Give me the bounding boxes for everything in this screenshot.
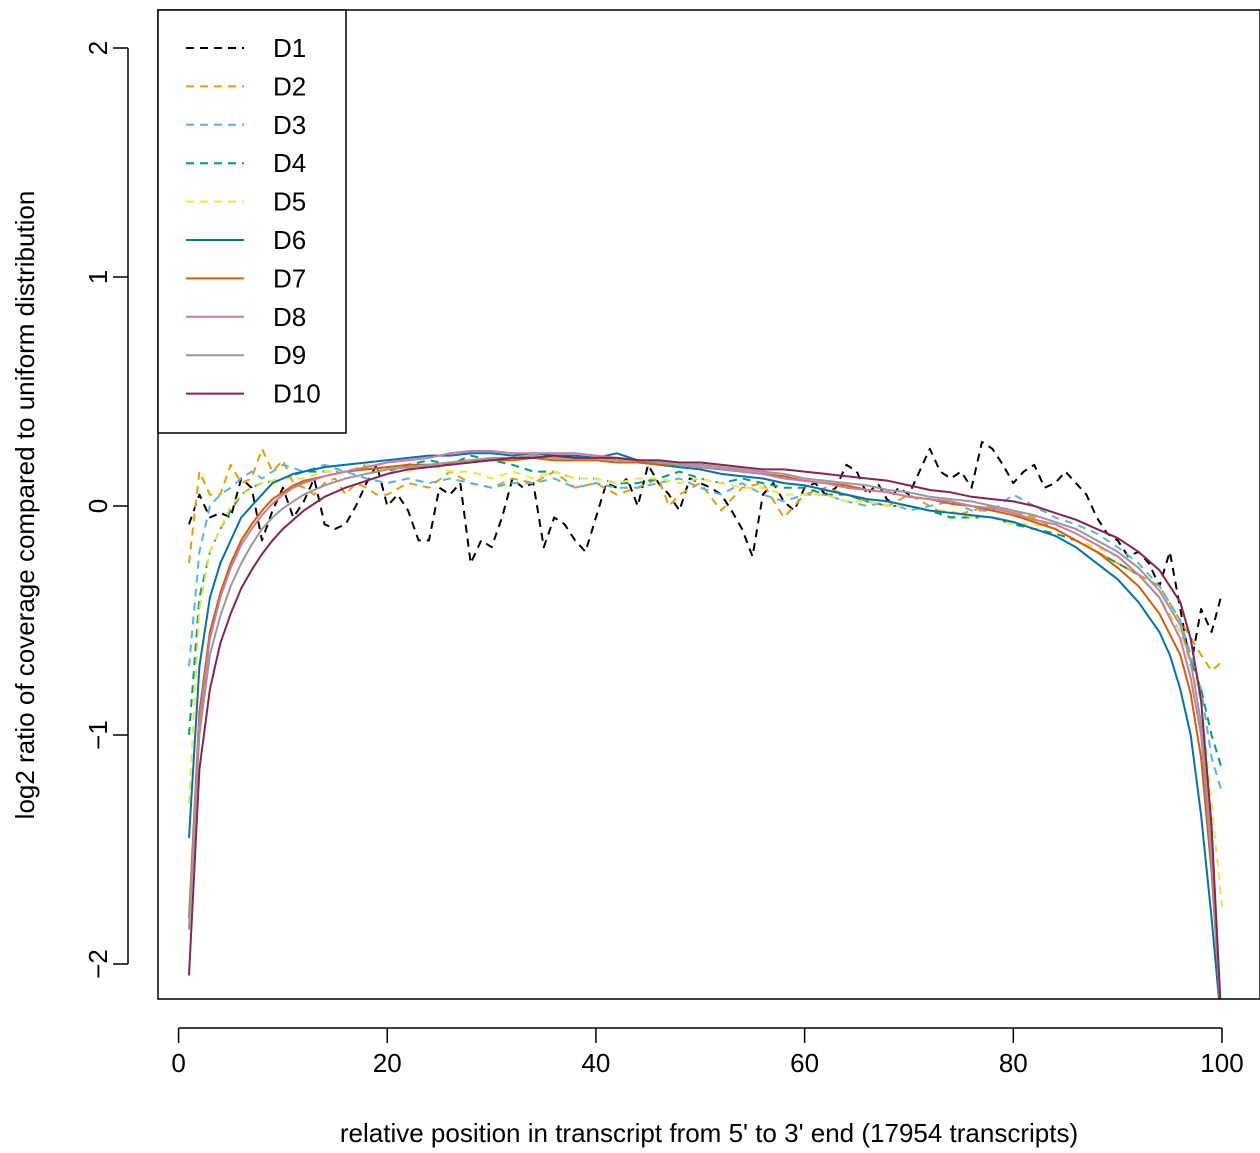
legend-label-d8: D8 [273, 302, 306, 332]
x-tick-label: 20 [373, 1048, 402, 1078]
y-axis-title: log2 ratio of coverage compared to unifo… [10, 191, 40, 820]
legend-label-d9: D9 [273, 340, 306, 370]
legend-box [157, 9, 347, 434]
series-line-d5 [188, 463, 1223, 907]
series-line-d3 [188, 463, 1223, 793]
x-tick-label: 40 [581, 1048, 610, 1078]
legend-label-d4: D4 [273, 148, 306, 178]
series-line-d1 [188, 440, 1223, 668]
legend-label-d5: D5 [273, 187, 306, 217]
y-tick-label: −2 [83, 949, 113, 979]
y-tick-label: −1 [83, 720, 113, 750]
series-line-d8 [188, 450, 1221, 999]
x-tick-label: 0 [171, 1048, 185, 1078]
legend-label-d10: D10 [273, 379, 321, 409]
x-axis-title: relative position in transcript from 5' … [340, 1118, 1078, 1148]
y-tick-label: 1 [83, 270, 113, 284]
legend-label-d7: D7 [273, 263, 306, 293]
series-line-d6 [188, 452, 1220, 999]
series-line-d4 [188, 454, 1223, 770]
y-axis: −2 −1 0 1 2 [83, 41, 129, 979]
x-tick-label: 60 [790, 1048, 819, 1078]
x-axis: 0 20 40 60 80 100 [171, 1027, 1244, 1078]
x-tick-label: 100 [1200, 1048, 1243, 1078]
legend-label-d2: D2 [273, 71, 306, 101]
series-layer [188, 440, 1223, 999]
legend-label-d1: D1 [273, 33, 306, 63]
legend-label-d3: D3 [273, 110, 306, 140]
series-line-d10 [188, 454, 1222, 999]
legend: D1 D2 D3 D4 D5 D6 D7 D8 D9 D10 [157, 9, 347, 434]
x-tick-label: 80 [999, 1048, 1028, 1078]
y-tick-label: 2 [83, 41, 113, 55]
series-line-d2 [188, 447, 1223, 672]
plot-frame [157, 9, 1260, 1000]
y-tick-label: 0 [83, 499, 113, 513]
series-line-d7 [188, 456, 1221, 999]
series-line-d9 [188, 454, 1222, 999]
legend-label-d6: D6 [273, 225, 306, 255]
